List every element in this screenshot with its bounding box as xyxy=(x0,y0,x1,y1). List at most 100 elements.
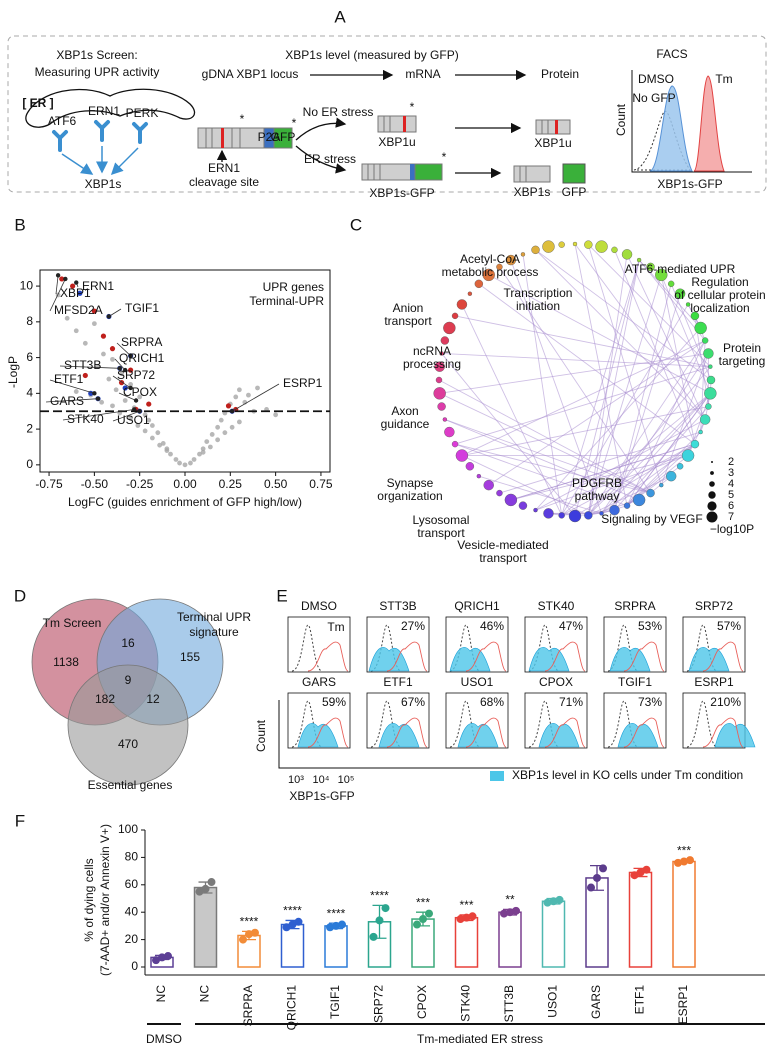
size-legend-dot xyxy=(706,511,718,523)
network-node xyxy=(531,245,540,255)
flow-arrows xyxy=(216,69,527,179)
annotation-connector xyxy=(112,375,131,389)
y-axis-title: % of dying cells xyxy=(82,858,96,941)
replicate-dot xyxy=(425,909,433,918)
histogram-title: DMSO xyxy=(301,599,337,613)
mrna-label: XBP1u xyxy=(378,135,415,149)
group-label: Tm-mediated ER stress xyxy=(417,1032,543,1046)
network-node xyxy=(685,302,691,307)
annotated-point xyxy=(132,407,137,412)
network-edge xyxy=(614,283,672,511)
point xyxy=(188,460,193,466)
network-edge xyxy=(510,259,602,514)
x-tick-label: SRP72 xyxy=(372,985,386,1023)
y-tick-label: 0 xyxy=(26,457,33,471)
significance: *** xyxy=(459,898,473,912)
size-legend-dot xyxy=(711,461,713,463)
point xyxy=(173,457,179,462)
y-tick-label: 0 xyxy=(131,959,138,973)
histogram-frame xyxy=(682,616,746,673)
y-tick-label: 100 xyxy=(118,822,138,836)
facs-legend: Tm xyxy=(715,72,732,86)
size-legend-label: 4 xyxy=(728,478,734,490)
point xyxy=(246,392,251,398)
network-edge xyxy=(499,266,651,494)
histogram-title: GARS xyxy=(302,675,336,689)
network-node xyxy=(655,268,668,282)
network-edge xyxy=(587,254,628,516)
network-edge xyxy=(461,304,563,516)
venn-count: 155 xyxy=(180,650,200,664)
dmso-curve xyxy=(686,700,718,748)
point xyxy=(142,428,148,434)
replicate-dot xyxy=(369,932,378,941)
x-tick-label: QRICH1 xyxy=(285,985,299,1031)
y-tick-label: 10 xyxy=(20,278,34,292)
replicate-dot xyxy=(288,920,297,929)
annotated-point xyxy=(128,385,133,391)
set-label: Terminal UPR xyxy=(177,610,251,624)
point xyxy=(119,371,124,377)
cluster-label: localization xyxy=(690,301,749,315)
network-edge xyxy=(626,393,711,506)
cluster-label: pathway xyxy=(575,489,620,503)
network-node xyxy=(690,439,700,449)
tm-curve xyxy=(623,641,665,672)
venn-count: 182 xyxy=(95,692,115,706)
network-node xyxy=(623,502,631,509)
sensor-label: ATF6 xyxy=(48,114,77,128)
tm-curve xyxy=(623,717,665,748)
network-edge xyxy=(522,254,563,516)
panel-letter: A xyxy=(334,7,346,26)
point xyxy=(99,399,105,405)
replicate-dot xyxy=(158,953,166,962)
x-tick-label: ETF1 xyxy=(633,985,647,1015)
bar xyxy=(541,900,566,968)
point xyxy=(273,412,279,418)
size-legend-label: 3 xyxy=(728,467,734,479)
y-tick-label: 4 xyxy=(26,386,33,400)
replicate-dot xyxy=(512,906,520,915)
sensor-label: ERN1 xyxy=(88,104,120,118)
point xyxy=(204,439,210,445)
bar xyxy=(324,925,348,968)
network-node xyxy=(584,240,593,249)
step-label: mRNA xyxy=(405,67,440,81)
network-node xyxy=(708,364,713,369)
network-node xyxy=(496,263,503,271)
point xyxy=(225,403,232,409)
network-edge xyxy=(601,393,711,514)
ko-fill xyxy=(714,723,756,748)
panel-letter: F xyxy=(15,811,25,830)
network-edge xyxy=(587,259,640,516)
network-edge xyxy=(439,392,651,494)
x-tick-label: NC xyxy=(154,985,168,1003)
ko-fill xyxy=(368,647,410,672)
significance: ** xyxy=(505,893,515,907)
network-node xyxy=(701,337,709,344)
network-edge xyxy=(488,274,711,394)
network-node xyxy=(433,387,446,400)
replicate-dot xyxy=(500,909,508,918)
network-node xyxy=(698,429,703,435)
point xyxy=(191,457,197,462)
point xyxy=(122,385,128,391)
cluster-label: Protein xyxy=(723,341,761,355)
replicate-dot xyxy=(456,915,465,924)
annotation-connector xyxy=(49,379,95,394)
point xyxy=(100,333,107,339)
annotated-point xyxy=(92,391,97,396)
bar xyxy=(672,860,696,968)
point xyxy=(155,430,161,436)
histogram-frame xyxy=(524,616,588,673)
dmso-curve xyxy=(449,700,481,748)
percent-label: 46% xyxy=(480,619,504,633)
cluster-label: Acetyl-CoA xyxy=(460,252,520,266)
venn-count: 470 xyxy=(118,737,138,751)
replicate-dot xyxy=(599,864,607,873)
point xyxy=(109,346,116,352)
percent-label: 210% xyxy=(710,695,741,709)
point xyxy=(82,372,88,379)
y-axis-title: (7-AAD+ and/or Annexin V+) xyxy=(98,824,112,976)
annotation-connector xyxy=(55,275,59,295)
